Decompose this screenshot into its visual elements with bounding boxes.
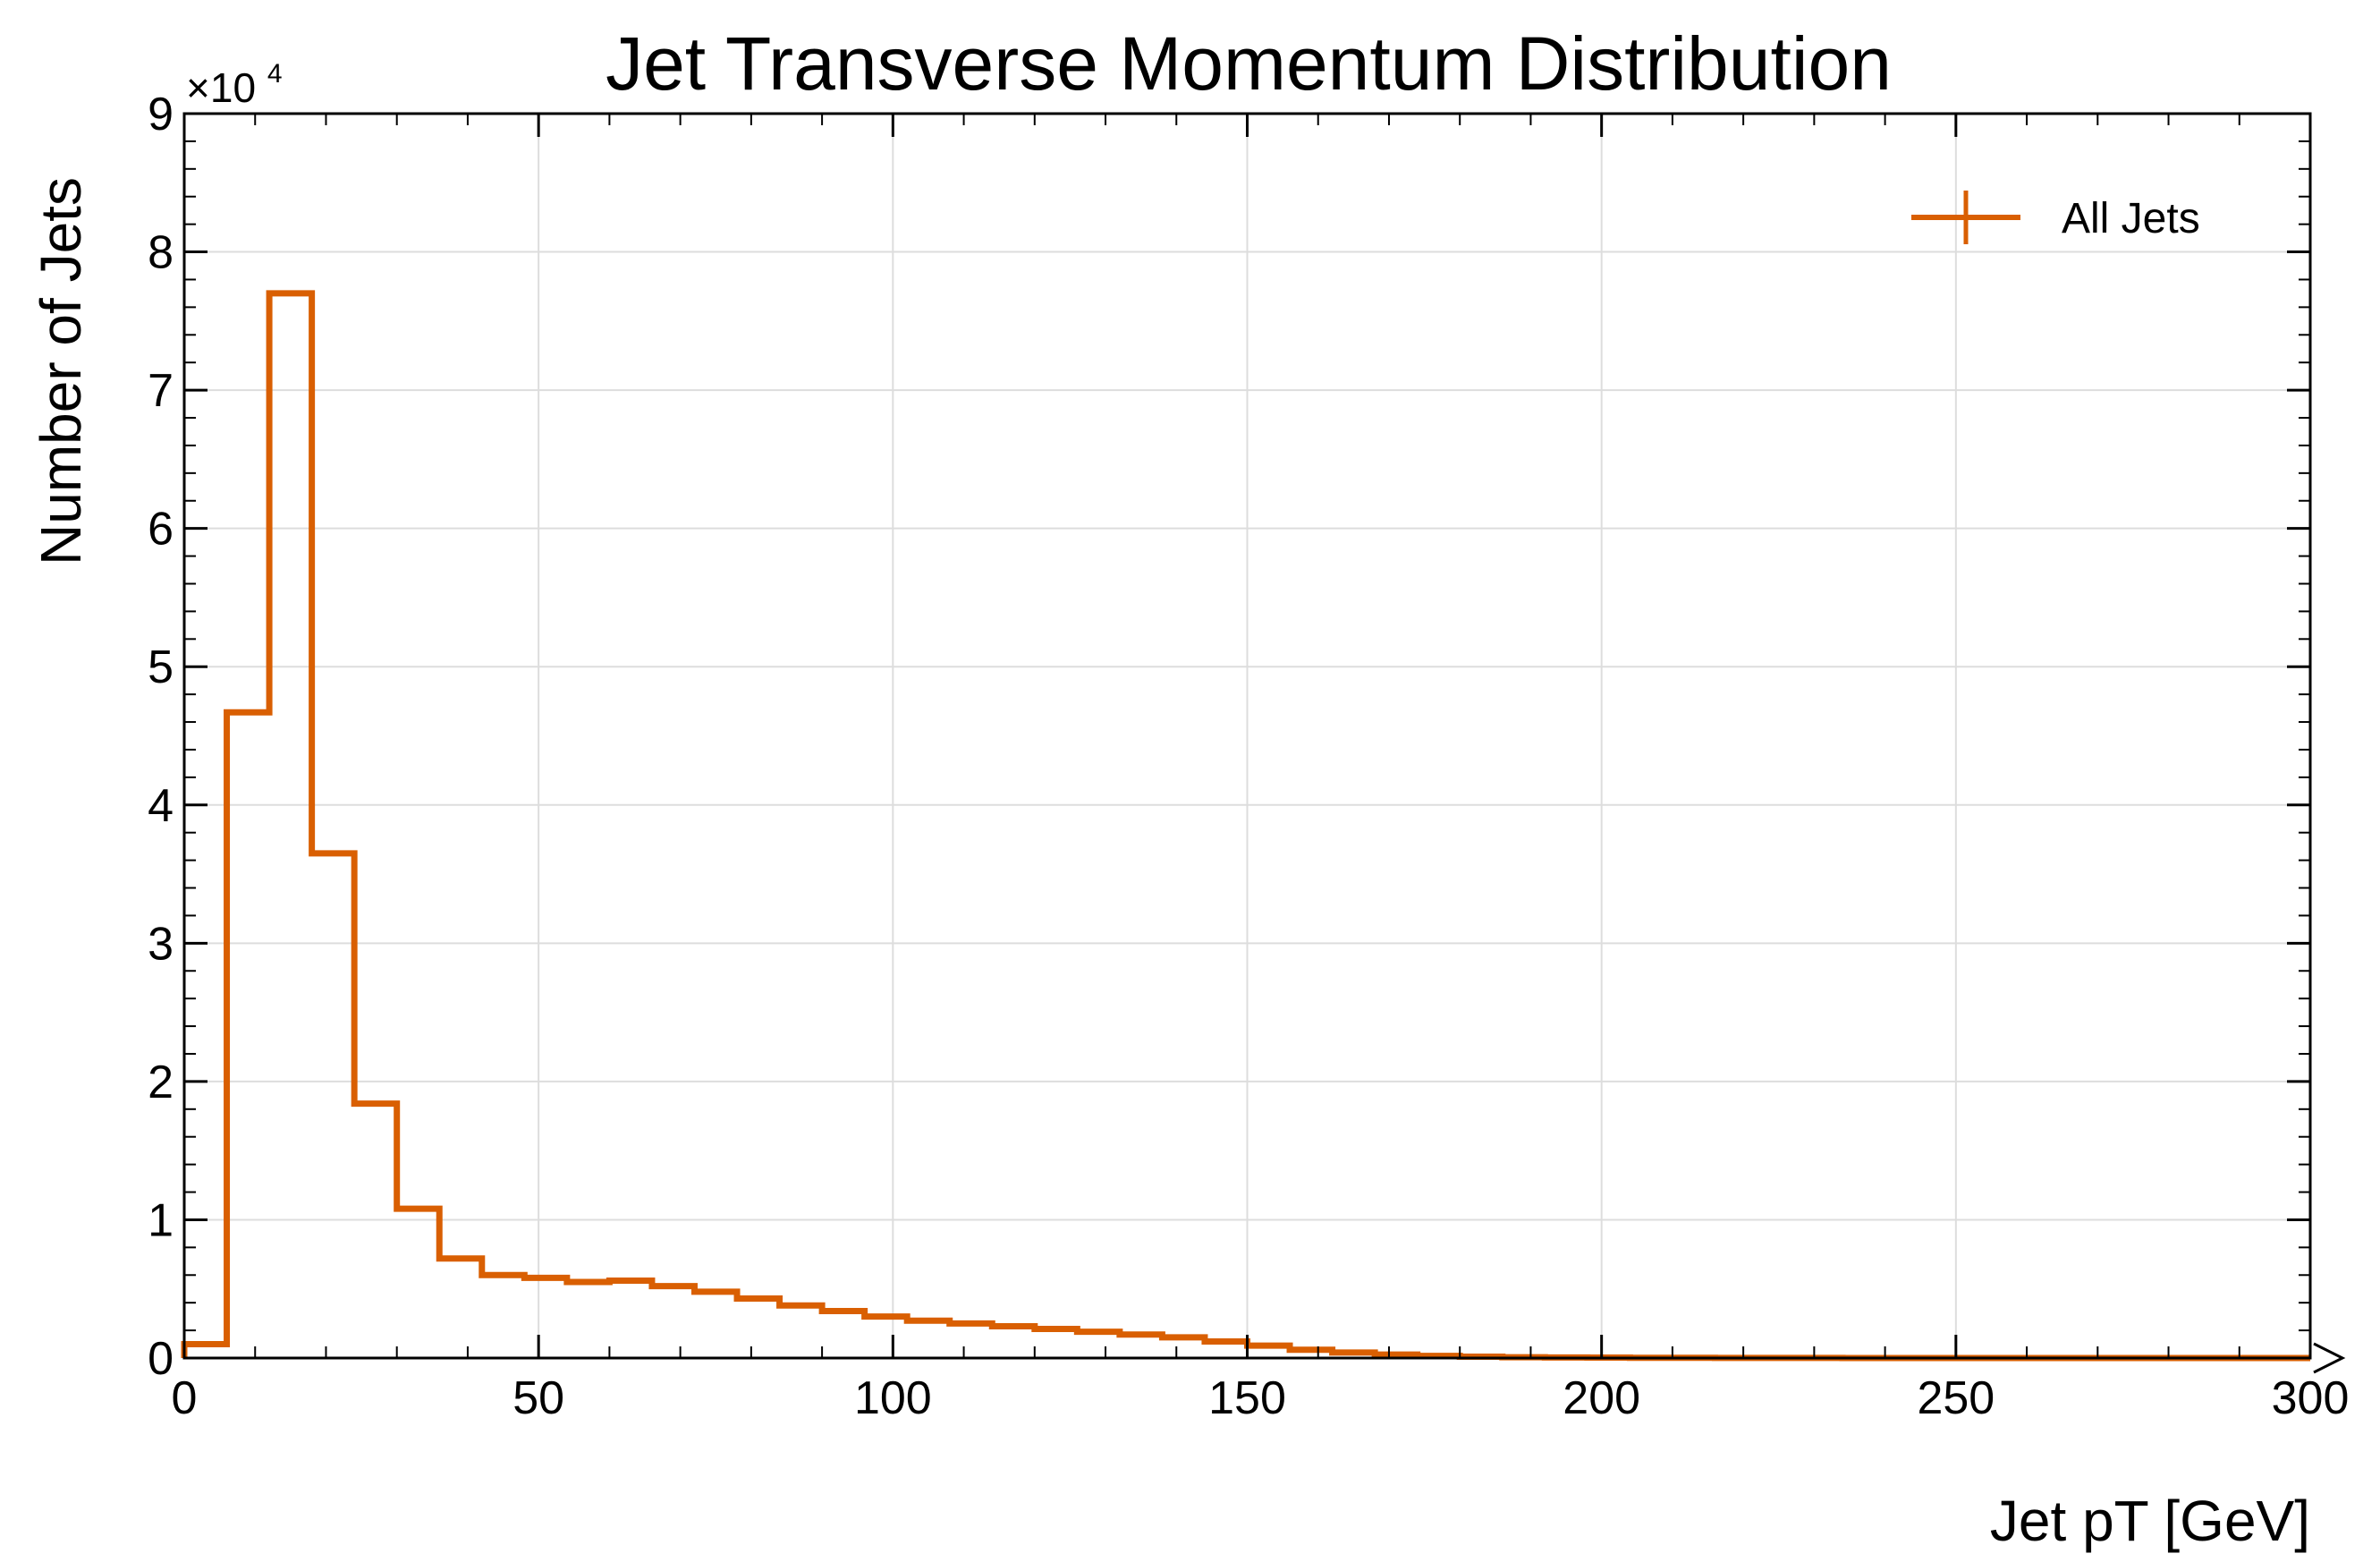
y-axis-multiplier: ×10 4: [186, 59, 283, 111]
y-axis-title: Number of Jets: [29, 177, 93, 565]
y-tick-label: 1: [148, 1194, 174, 1246]
x-tick-label: 250: [1917, 1372, 1995, 1424]
y-tick-label: 9: [148, 89, 174, 140]
x-tick-label: 150: [1208, 1372, 1286, 1424]
y-tick-label: 2: [148, 1057, 174, 1108]
y-tick-label: 0: [148, 1333, 174, 1385]
y-tick-label: 4: [148, 780, 174, 832]
chart-title: Jet Transverse Momentum Distribution: [606, 21, 1892, 106]
grid-lines: [183, 113, 2311, 1359]
y-tick-label: 3: [148, 918, 174, 970]
axis-tick-labels: 0 50 100 150 200 250 300 0 1 2 3 4 5 6 7 8 9: [148, 89, 2349, 1424]
x-tick-label: 50: [512, 1372, 564, 1424]
x-axis-title: Jet pT [GeV]: [1990, 1489, 2310, 1553]
legend: All Jets: [1911, 191, 2200, 244]
x-tick-label: 0: [172, 1372, 198, 1424]
x-tick-label: 300: [2272, 1372, 2350, 1424]
legend-label-all-jets: All Jets: [2062, 195, 2200, 242]
y-axis-multiplier-base: ×10: [186, 64, 256, 111]
y-tick-label: 5: [148, 641, 174, 693]
x-tick-label: 200: [1563, 1372, 1640, 1424]
y-tick-label: 8: [148, 227, 174, 279]
y-tick-label: 7: [148, 365, 174, 417]
y-tick-label: 6: [148, 504, 174, 556]
y-axis-multiplier-exponent: 4: [267, 59, 283, 89]
axis-ticks: [182, 112, 2312, 1360]
x-tick-label: 100: [854, 1372, 932, 1424]
x-axis-overflow-arrow: [2313, 1342, 2346, 1374]
